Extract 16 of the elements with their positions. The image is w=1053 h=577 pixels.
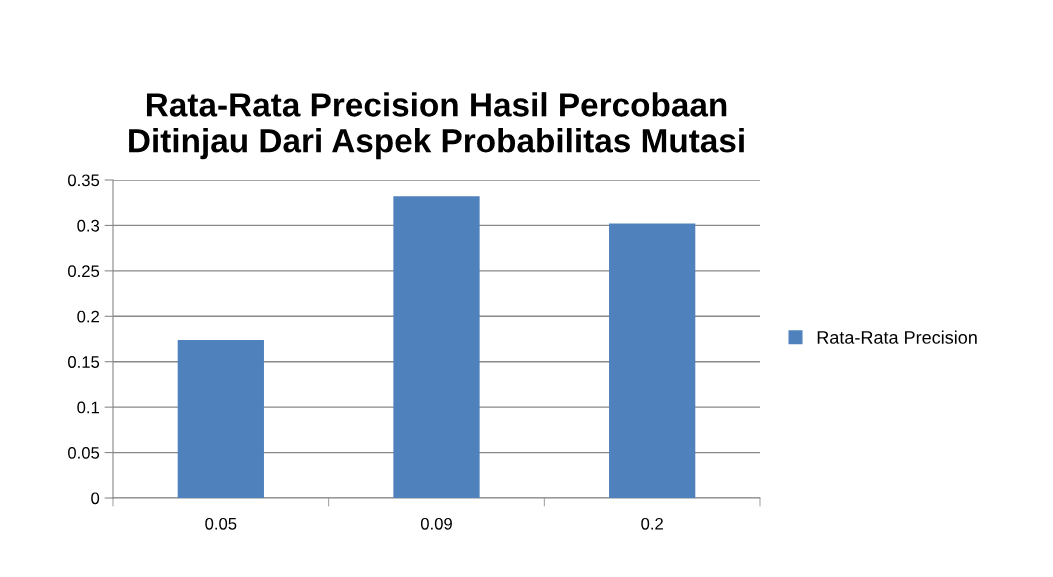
y-tick-label: 0.15 <box>68 356 100 368</box>
y-tick-label: 0.05 <box>68 446 100 459</box>
bar <box>393 196 480 498</box>
y-tick-label: 0.2 <box>77 310 99 323</box>
chart-title: Rata-Rata Precision Hasil Percobaan Ditinjau Dari Aspek Probabilitas Mutasi <box>129 92 744 160</box>
x-tick-label: 0.05 <box>205 517 237 530</box>
bar <box>609 223 696 498</box>
bar <box>177 339 264 498</box>
x-tick-label: 0.09 <box>420 517 452 530</box>
y-tick-label: 0 <box>91 492 100 505</box>
y-tick-label: 0.35 <box>68 174 100 187</box>
x-tick-label: 0.2 <box>641 517 663 530</box>
y-tick-label: 0.25 <box>68 265 100 278</box>
legend-label: Rata-Rata Precision <box>817 330 977 344</box>
y-tick-label: 0.3 <box>77 219 100 232</box>
y-tick-label: 0.1 <box>77 401 99 414</box>
